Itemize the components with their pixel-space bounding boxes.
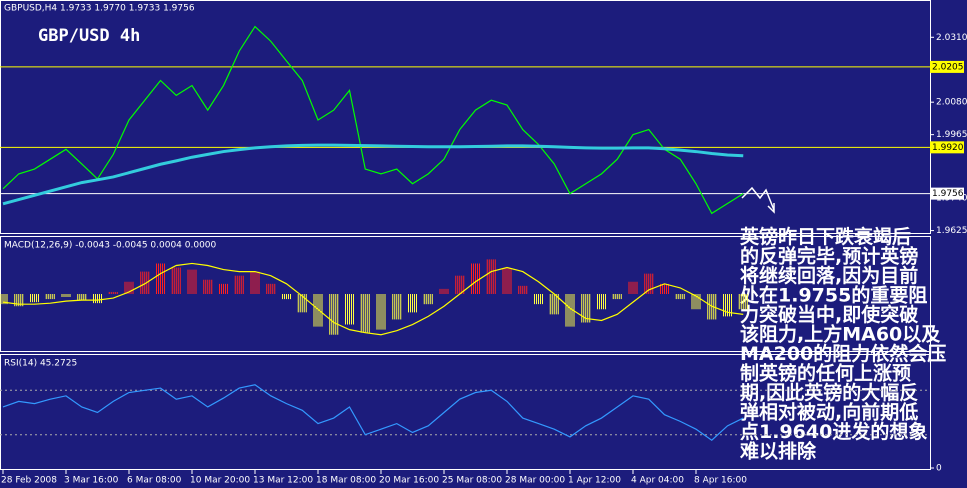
annotation-line: 英镑昨日下跌衰竭后: [740, 225, 911, 248]
arrow-head: [767, 203, 775, 214]
series-line: [2, 25, 744, 215]
level-label: 2.0205: [932, 62, 964, 72]
annotation-line: 点1.9640进发的想象: [740, 420, 927, 443]
annotation-line: 难以排除: [739, 440, 817, 463]
annotation-line: MA200的阻力依然会压: [740, 342, 946, 365]
level-box: [930, 60, 964, 73]
series-line: [2, 262, 744, 336]
level-box: [930, 187, 964, 200]
header: MACD(12,26,9) -0.0043 -0.0045 0.0004 0.0…: [4, 241, 217, 251]
level-label: 1.9756: [932, 189, 964, 199]
level-label: 1.9920: [932, 143, 964, 153]
annotation-line: 力突破当中,即使突破: [740, 303, 918, 326]
x-tick-label: 20 Mar 16:00: [379, 476, 439, 486]
annotation-line: 期,因此英镑的大幅反: [740, 381, 918, 404]
annotation-line: 的反弹完毕,预计英镑: [740, 245, 918, 268]
annotation-line: 处在1.9755的重要阻: [739, 284, 927, 307]
x-tick-label: 25 Mar 08:00: [442, 476, 502, 486]
x-tick-label: 4 Apr 04:00: [631, 476, 684, 486]
header: GBPUSD,H4 1.9733 1.9770 1.9733 1.9756: [4, 4, 195, 14]
x-tick-label: 3 Mar 16:00: [64, 476, 119, 486]
x-tick-label: 13 Mar 12:00: [253, 476, 313, 486]
x-tick-label: 18 Mar 08:00: [316, 476, 376, 486]
level-box: [930, 141, 964, 154]
x-tick-label: 28 Mar 00:00: [505, 476, 565, 486]
x-tick-label: 1 Apr 12:00: [568, 476, 621, 486]
series-line: [2, 143, 744, 206]
x-tick-label: 28 Feb 2008: [1, 476, 57, 486]
y-tick-label: 0: [936, 464, 942, 474]
x-tick-label: 8 Apr 16:00: [694, 476, 747, 486]
arrow: [741, 186, 775, 211]
series-line: [2, 384, 744, 442]
y-tick-label: 2.0080: [936, 98, 967, 108]
x-tick-label: 10 Mar 20:00: [190, 476, 250, 486]
header: RSI(14) 45.2725: [4, 359, 77, 369]
annotation-line: 制英镑的任何上涨预: [740, 362, 911, 385]
x-tick-label: 6 Mar 08:00: [127, 476, 182, 486]
annotation-line: 将继续回落,因为目前: [740, 264, 918, 287]
y-tick-label: 2.0310: [936, 33, 967, 43]
annotation-line: 弹相对被动,向前期低: [740, 401, 918, 424]
y-tick-label: 1.9625: [936, 226, 967, 236]
annotation-line: 该阻力,上方MA60以及: [740, 323, 941, 346]
y-tick-label: 1.9965: [936, 130, 967, 140]
chart-title: GBP/USD 4h: [38, 26, 140, 46]
